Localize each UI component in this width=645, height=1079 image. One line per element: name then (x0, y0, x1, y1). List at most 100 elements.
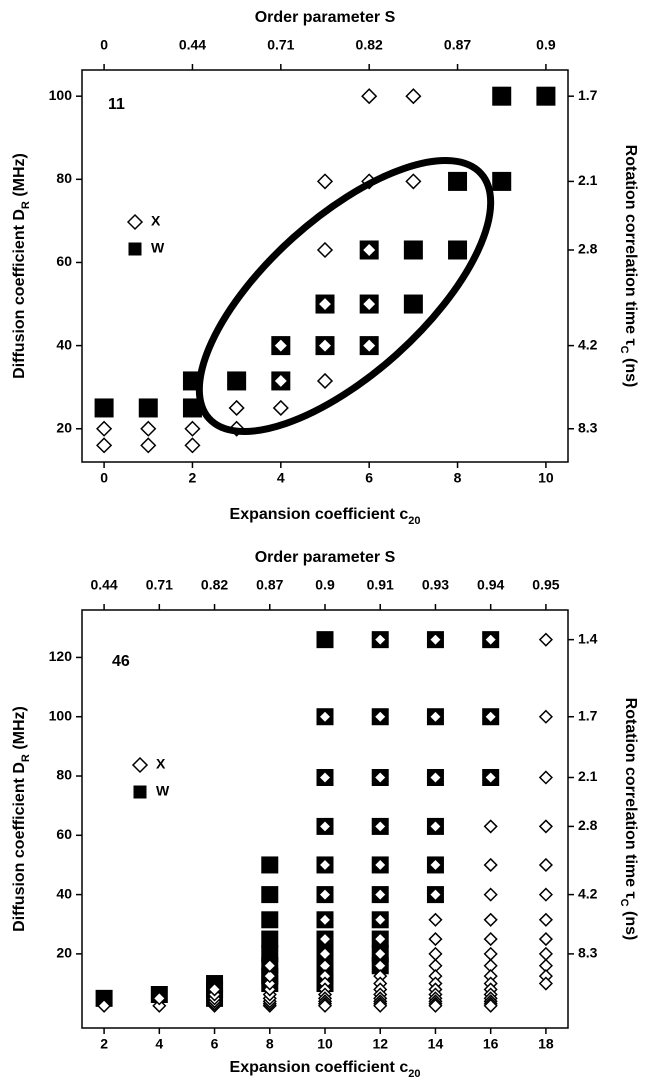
y-tick-label: 40 (56, 885, 72, 901)
square-marker (94, 398, 114, 418)
top-axis-title: Order parameter S (255, 549, 396, 566)
x-axis-title: Expansion coefficient c20 (230, 506, 421, 527)
diamond-marker (483, 857, 498, 873)
square-marker (261, 911, 279, 929)
diamond-marker (405, 173, 422, 190)
legend-marker (133, 785, 147, 799)
square-marker (261, 930, 279, 948)
x2-tick-label: 0.87 (256, 577, 283, 593)
x-axis-title: Expansion coefficient c20 (230, 1059, 421, 1079)
panel-label: 46 (112, 653, 130, 670)
x2-tick-label: 0.94 (477, 577, 504, 593)
square-marker (316, 631, 334, 649)
diamond-marker (428, 932, 443, 947)
x-tick-label: 18 (538, 1036, 554, 1052)
diamond-marker (317, 912, 333, 927)
y2-tick-label: 1.7 (578, 87, 598, 103)
diamond-marker (316, 241, 334, 259)
y-axis-title-part: (MHz) (11, 153, 28, 201)
diamond-marker (373, 998, 388, 1013)
diamond-marker (373, 632, 388, 647)
diamond-marker (361, 295, 378, 313)
x2-tick-label: 0.93 (422, 577, 449, 593)
plot-frame (81, 69, 569, 463)
y-tick-label: 40 (56, 336, 72, 352)
y2-axis-title: Rotation correlation time τC (ns) (618, 698, 639, 941)
diamond-marker (483, 932, 498, 947)
diamond-marker (428, 887, 443, 902)
x2-tick-label: 0.95 (532, 577, 559, 593)
diamond-marker (317, 887, 333, 902)
diamond-marker (538, 887, 553, 902)
diamond-marker (538, 632, 553, 647)
y-axis-title-part: R (20, 201, 32, 209)
diamond-marker (483, 819, 498, 834)
legend-label: W (151, 240, 165, 256)
diamond-marker (373, 770, 388, 785)
legend-label: X (151, 213, 161, 229)
diamond-marker (317, 709, 333, 724)
x-tick-label: 8 (454, 470, 462, 486)
x-tick-label: 12 (372, 1036, 388, 1052)
panel-label: 11 (108, 96, 125, 113)
diamond-marker (405, 88, 422, 105)
y2-tick-label: 2.8 (578, 241, 598, 257)
diamond-marker (317, 770, 333, 785)
y2-tick-label: 4.2 (578, 885, 598, 901)
y2-tick-label: 2.8 (578, 817, 598, 833)
diamond-marker (483, 998, 498, 1013)
diamond-marker (361, 337, 378, 354)
diamond-marker (483, 770, 498, 785)
y2-tick-label: 2.1 (578, 172, 598, 188)
y2-axis-title: Rotation correlation time τC (ns) (618, 145, 639, 388)
diamond-marker (96, 437, 113, 454)
x2-tick-label: 0.71 (267, 37, 294, 53)
diamond-marker (262, 976, 277, 991)
y2-axis-title-part: Rotation correlation time τ (622, 698, 639, 899)
y-tick-label: 20 (56, 419, 72, 435)
diamond-marker (361, 241, 378, 259)
y-tick-label: 100 (49, 707, 73, 723)
diamond-marker (373, 819, 388, 834)
y-tick-label: 20 (56, 945, 72, 961)
diamond-marker (538, 857, 553, 873)
diamond-marker (262, 969, 277, 984)
square-marker (536, 86, 556, 106)
diamond-marker (373, 857, 388, 873)
y-tick-label: 80 (56, 767, 72, 783)
diamond-marker (316, 295, 334, 313)
diamond-marker (272, 372, 289, 390)
diamond-marker (538, 946, 553, 961)
top-axis-title: Order parameter S (255, 9, 396, 26)
y-tick-label: 60 (56, 826, 72, 842)
x2-tick-label: 0.71 (146, 577, 173, 593)
diamond-marker (373, 709, 388, 724)
y-tick-label: 60 (56, 253, 72, 269)
square-marker (492, 86, 512, 106)
x-axis-title-part: 20 (408, 515, 420, 527)
y2-tick-label: 1.7 (578, 707, 598, 723)
y-axis-title-part: R (20, 754, 32, 762)
diamond-marker (207, 982, 222, 997)
diamond-marker (184, 420, 201, 437)
y2-tick-label: 8.3 (578, 419, 598, 435)
highlight-ellipse (195, 157, 495, 435)
diamond-marker (140, 437, 157, 454)
diamond-marker (538, 912, 553, 927)
y-axis-title: Diffusion coefficient DR (MHz) (11, 706, 32, 932)
x-tick-label: 8 (266, 1036, 274, 1052)
diamond-marker (483, 709, 498, 724)
y2-axis-title-part: (ns) (622, 354, 639, 388)
y-tick-label: 80 (56, 170, 72, 186)
diamond-marker (316, 173, 334, 190)
x-tick-label: 10 (538, 470, 554, 486)
diamond-marker (272, 337, 289, 354)
x2-tick-label: 0.82 (356, 37, 383, 53)
x2-tick-label: 0.87 (444, 37, 471, 53)
square-marker (227, 371, 247, 391)
x2-tick-label: 0.82 (201, 577, 228, 593)
x-axis-title-part: Expansion coefficient c (230, 506, 409, 523)
y-tick-label: 120 (49, 648, 73, 664)
x-axis-title-part: 20 (408, 1068, 420, 1079)
